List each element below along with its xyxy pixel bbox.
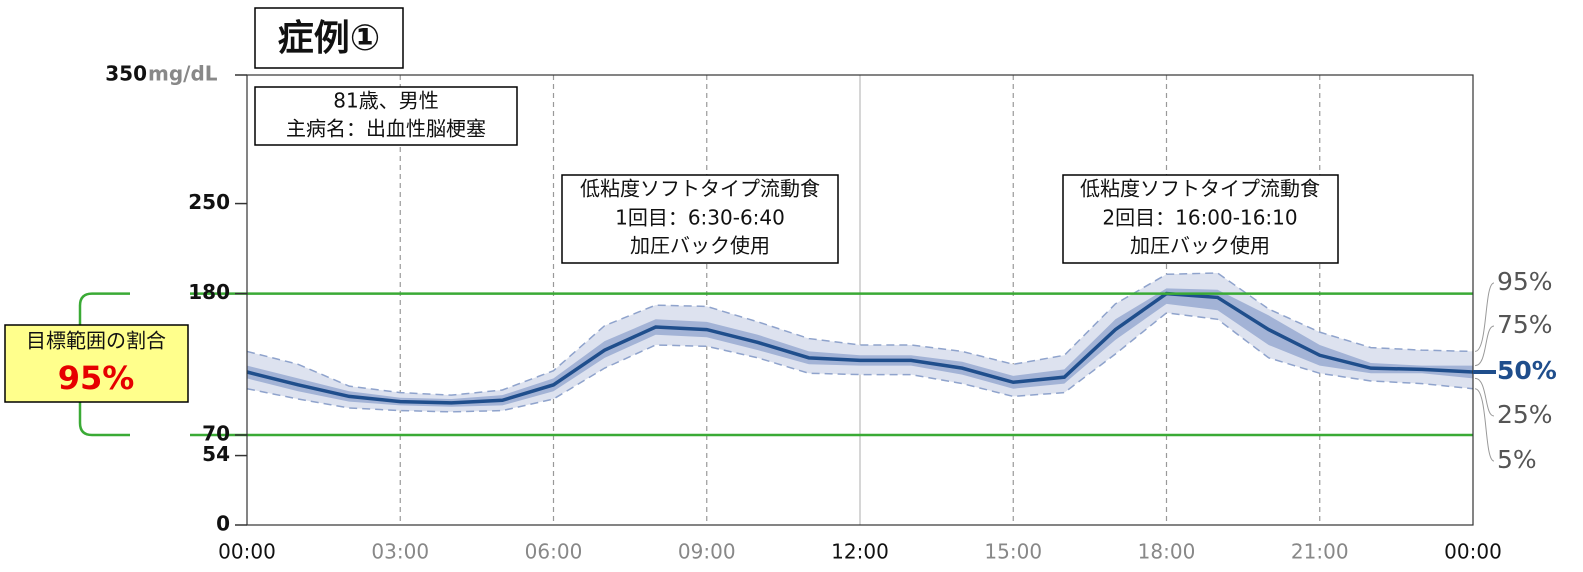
x-tick-label: 00:00	[218, 540, 276, 564]
x-tick-label: 00:00	[1444, 540, 1502, 564]
x-tick-label: 06:00	[525, 540, 583, 564]
legend-label: 75%	[1497, 310, 1553, 339]
tir-box	[4, 324, 189, 403]
y-tick-label: 54	[202, 442, 230, 466]
x-tick-label: 18:00	[1138, 540, 1196, 564]
title-box	[254, 7, 404, 69]
x-tick-label: 09:00	[678, 540, 736, 564]
meal-text: 1回目：6:30-6:40	[615, 206, 785, 230]
percentile-band	[247, 288, 1473, 407]
chart-title: 症例①	[278, 18, 380, 59]
plot: 00:00 03:00 06:00 09:00 12:00 15:00 18:00 21:00…	[78, 62, 1557, 564]
tir-value: 95%	[58, 359, 135, 397]
meal-text: 2回目：16:00-16:10	[1102, 206, 1297, 230]
x-tick-label: 21:00	[1291, 540, 1349, 564]
patient-text: 主病名：出血性脳梗塞	[286, 117, 486, 141]
y-tick-label: 180	[188, 280, 230, 304]
percentile-band	[247, 273, 1473, 412]
y-tick-label: 250	[188, 190, 230, 214]
tir-label: 目標範囲の割合	[26, 329, 166, 353]
legend-connector	[1474, 282, 1495, 352]
x-tick-label: 03:00	[371, 540, 429, 564]
legend-label: 95%	[1497, 267, 1553, 296]
plot-frame	[246, 74, 1474, 526]
legend-label: 50%	[1497, 356, 1557, 385]
series-line	[246, 312, 1474, 413]
patient-text: 81歳、男性	[333, 89, 438, 113]
x-tick-label: 12:00	[831, 540, 889, 564]
y-tick-label: 0	[216, 512, 230, 536]
series-line	[246, 291, 1474, 405]
meal-box	[561, 174, 839, 264]
y-tick-label: 70	[202, 422, 230, 446]
legend-label: 25%	[1497, 400, 1553, 429]
patient-box	[254, 86, 518, 146]
meal-text: 低粘度ソフトタイプ流動食	[580, 177, 820, 201]
meal-text: 加圧バック使用	[1130, 234, 1270, 258]
legend-label: 5%	[1497, 445, 1537, 474]
series-line	[246, 272, 1474, 396]
legend-connector	[1474, 325, 1495, 367]
x-tick-label: 15:00	[984, 540, 1042, 564]
legend-connector	[1474, 388, 1495, 462]
meal-text: 低粘度ソフトタイプ流動食	[1080, 177, 1320, 201]
meal-box	[1062, 174, 1339, 264]
y-unit: mg/dL	[148, 62, 218, 86]
legend-connector	[1474, 377, 1495, 417]
meal-text: 加圧バック使用	[630, 234, 770, 258]
y-tick-label: 350	[105, 62, 147, 86]
